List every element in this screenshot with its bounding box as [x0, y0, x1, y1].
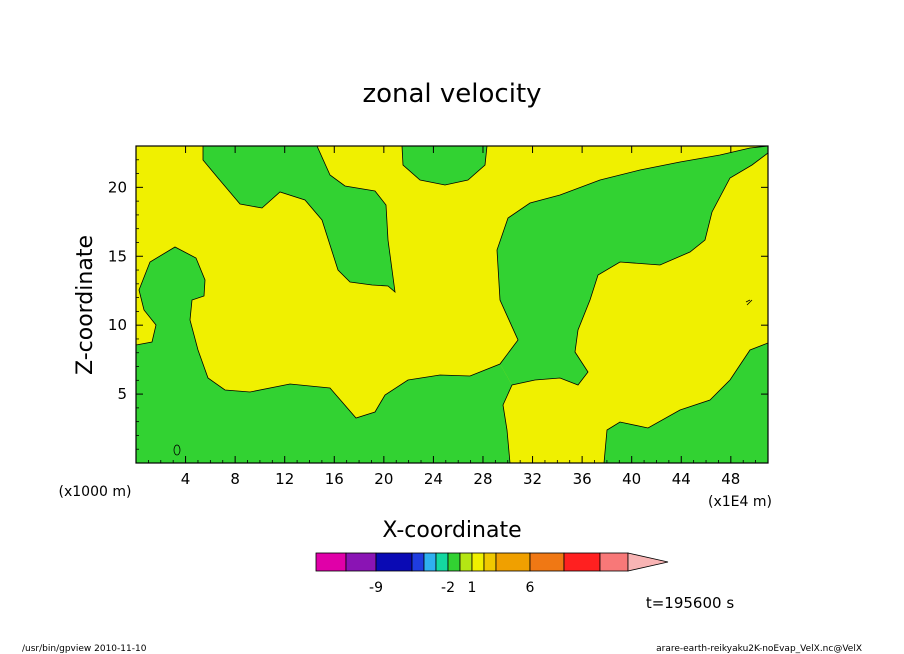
colorbar	[315, 552, 669, 572]
colorbar-tick-label: 6	[526, 580, 535, 596]
colorbar-segment	[345, 552, 377, 572]
y-tick-label: 15	[108, 247, 127, 265]
green-mark-right	[745, 299, 753, 306]
colorbar-segment	[471, 552, 485, 572]
y-axis: 5 10 15 20	[108, 159, 768, 450]
colorbar-segment	[315, 552, 347, 572]
colorbar-segment	[563, 552, 601, 572]
colorbar-segment	[423, 552, 437, 572]
green-region-bottom-right	[604, 343, 768, 463]
x-tick-label: 16	[325, 470, 344, 488]
x-tick-label: 32	[523, 470, 542, 488]
footer-left: /usr/bin/gpview 2010-11-10	[22, 644, 147, 654]
y-tick-label: 5	[117, 385, 127, 403]
green-regions	[136, 146, 768, 463]
contour-lines	[136, 146, 768, 463]
colorbar-segment	[495, 552, 531, 572]
y-tick-label: 20	[108, 178, 127, 196]
x-tick-label: 24	[424, 470, 443, 488]
x-tick-label: 48	[721, 470, 740, 488]
x-tick-label: 12	[275, 470, 294, 488]
plot-area	[135, 145, 769, 464]
y-axis-label: Z-coordinate	[73, 235, 98, 375]
colorbar-segment	[375, 552, 413, 572]
x-tick-label: 28	[473, 470, 492, 488]
plot-frame	[135, 145, 769, 464]
footer-right: arare-earth-reikyaku2K-noEvap_VelX.nc@Ve…	[656, 644, 862, 654]
green-region-bottom-left	[136, 247, 512, 463]
x-tick-label: 8	[230, 470, 240, 488]
colorbar-segment	[599, 552, 629, 572]
colorbar-arrow	[627, 552, 669, 572]
green-region-dot	[174, 445, 180, 455]
green-region-top-lobe	[203, 146, 395, 292]
colorbar-tick-label: -9	[369, 580, 383, 596]
colorbar-tick-label: 1	[468, 580, 477, 596]
x-axis-label: X-coordinate	[382, 518, 521, 543]
colorbar-segment	[411, 552, 425, 572]
time-label: t=195600 s	[646, 594, 734, 612]
colorbar-segment	[529, 552, 565, 572]
y-tick-label: 10	[108, 316, 127, 334]
colorbar-segment	[459, 552, 473, 572]
x-tick-label: 20	[374, 470, 393, 488]
colorbar-segment	[447, 552, 461, 572]
green-region-right	[497, 146, 768, 385]
x-tick-label: 44	[672, 470, 691, 488]
colorbar-segment	[435, 552, 449, 572]
colorbar-labels: -9 -2 1 6	[369, 580, 535, 596]
x-axis: 4 8 12 16 20 24 28 32 36 40 44 48	[147, 146, 757, 488]
colorbar-tick-label: -2	[441, 580, 455, 596]
colorbar-segment	[483, 552, 497, 572]
x-tick-label: 36	[573, 470, 592, 488]
x-tick-label: 4	[181, 470, 191, 488]
x-unit-left: (x1000 m)	[59, 484, 132, 500]
x-unit-right: (x1E4 m)	[708, 494, 772, 510]
green-region-top-small	[402, 146, 487, 185]
chart-title: zonal velocity	[362, 79, 541, 109]
x-tick-label: 40	[622, 470, 641, 488]
